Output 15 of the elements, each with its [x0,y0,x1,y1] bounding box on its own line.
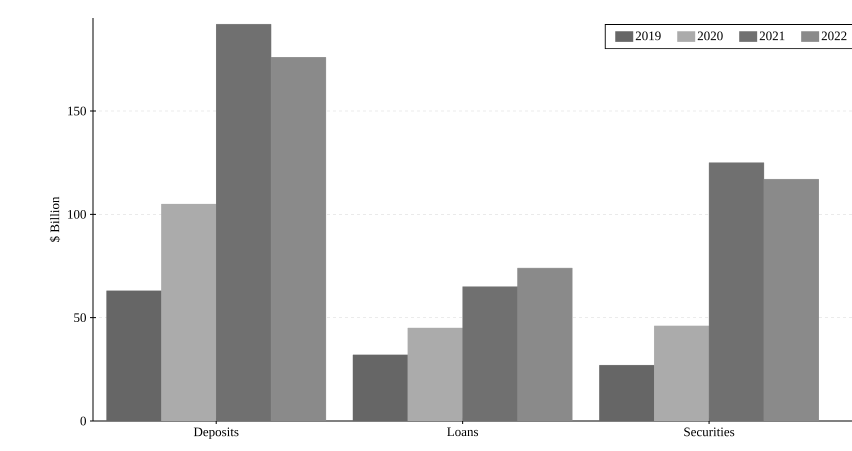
y-tick-label: 150 [68,106,86,116]
y-tick-label: 100 [68,210,86,219]
legend-label: 2022 [822,32,846,40]
x-tick-label: Deposits [194,428,239,439]
legend-label: 2020 [698,32,723,40]
legend-label: 2021 [760,32,784,40]
bar [654,326,710,421]
y-axis-title: $ Billion [50,196,60,242]
legend-label: 2019 [636,32,661,40]
y-tick-label: 50 [74,313,86,322]
bar [161,204,216,421]
x-tick-label: Loans [447,428,478,436]
bar [408,328,463,421]
y-tick-label: 0 [80,416,86,426]
x-tick-label: Securities [684,428,734,436]
